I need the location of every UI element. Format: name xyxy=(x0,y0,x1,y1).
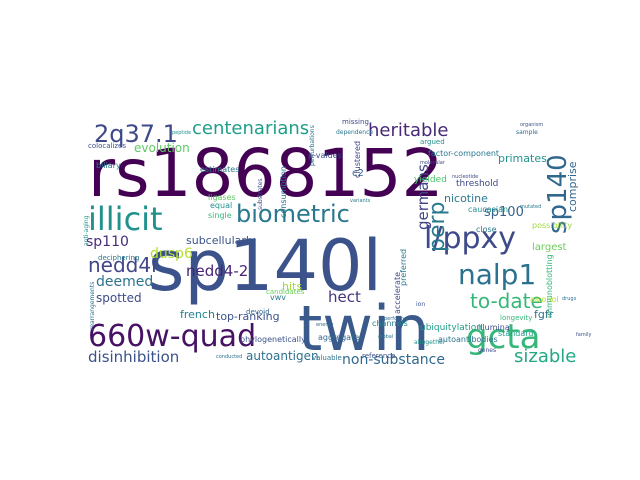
cloud-word: nalp1 xyxy=(458,258,536,291)
cloud-word: top-ranking xyxy=(216,310,280,323)
cloud-word: biliary xyxy=(96,161,121,170)
cloud-word: twin xyxy=(298,292,430,365)
cloud-word: sample xyxy=(516,129,538,136)
cloud-word: biometric xyxy=(236,200,350,228)
cloud-word: missing xyxy=(342,118,369,126)
cloud-word: estimates xyxy=(200,165,239,174)
cloud-word: close xyxy=(476,225,497,234)
cloud-word: disinhibition xyxy=(88,348,179,366)
cloud-word: french xyxy=(180,308,215,321)
cloud-word: reference xyxy=(362,352,395,360)
cloud-word: factor-component xyxy=(428,149,499,158)
cloud-word: genes xyxy=(478,347,496,354)
cloud-word: autoantigen xyxy=(246,349,319,363)
cloud-word: deciphering xyxy=(98,254,139,262)
cloud-word: energy xyxy=(316,322,333,328)
cloud-word: vwv xyxy=(270,293,286,302)
cloud-word: ion xyxy=(416,301,425,308)
cloud-word: immunoblotting xyxy=(545,254,554,318)
cloud-word: dependence xyxy=(336,129,373,136)
cloud-word: sp110 xyxy=(86,234,129,250)
cloud-word: dusp6 xyxy=(150,246,193,262)
cloud-word: devoid xyxy=(246,308,270,316)
cloud-word: threshold xyxy=(456,179,498,189)
cloud-word: organism xyxy=(520,122,543,128)
cloud-word: nedd4-2 xyxy=(186,262,248,280)
cloud-word: standard xyxy=(498,329,533,338)
cloud-word: preferred xyxy=(399,249,408,286)
cloud-word: subcellularly xyxy=(186,234,256,247)
cloud-word: nucleotide xyxy=(452,174,478,180)
cloud-word: nedd4l xyxy=(88,253,157,277)
cloud-word: nicotine xyxy=(444,192,488,205)
cloud-word: substrates xyxy=(257,178,264,210)
cloud-word: global xyxy=(378,334,393,340)
cloud-word: largest xyxy=(532,242,567,253)
cloud-word: performed xyxy=(384,316,410,322)
cloud-word: valuable xyxy=(312,354,342,362)
cloud-word: anti-aging xyxy=(83,215,90,246)
cloud-word: 660w-quad xyxy=(88,319,256,354)
cloud-word: colocalizes xyxy=(88,142,126,150)
cloud-word: c2 xyxy=(352,168,364,179)
cloud-word: aggregate xyxy=(318,333,359,342)
cloud-word: drugs xyxy=(562,296,577,302)
cloud-word: argued xyxy=(420,138,445,146)
cloud-word: perp xyxy=(425,201,450,252)
cloud-word: molecular xyxy=(420,160,446,166)
cloud-word: rearrangements xyxy=(89,282,96,330)
cloud-word: fgfr xyxy=(534,308,554,321)
cloud-word: longevity xyxy=(500,314,532,322)
cloud-word: single xyxy=(208,211,232,220)
cloud-word: comprise xyxy=(566,161,579,212)
cloud-word: family xyxy=(576,332,591,338)
cloud-word: altogether xyxy=(414,339,446,346)
cloud-word: ubiquitylation xyxy=(420,323,482,333)
cloud-word: primates xyxy=(498,152,547,165)
cloud-word: hect xyxy=(328,288,361,306)
cloud-word: consumption xyxy=(279,166,288,218)
cloud-word: evolution xyxy=(134,141,190,155)
cloud-word: to-date xyxy=(470,289,543,313)
cloud-word: candidates xyxy=(266,288,305,296)
cloud-word: heritable xyxy=(368,120,448,141)
cloud-word: centenarians xyxy=(192,118,309,139)
cloud-word: l/ppxy xyxy=(424,221,516,256)
cloud-word: illumina xyxy=(478,323,510,332)
cloud-word: ligases xyxy=(208,193,236,202)
cloud-word: deemed xyxy=(96,274,153,290)
cloud-word: caucasian xyxy=(468,205,508,214)
cloud-word: accelerate xyxy=(393,272,402,314)
cloud-word: sp100 xyxy=(484,205,524,220)
cloud-word: rs1868152 xyxy=(88,135,443,212)
cloud-word: spotted xyxy=(96,291,142,305)
cloud-word: equal xyxy=(210,201,232,210)
cloud-word: peptide xyxy=(172,130,191,136)
cloud-word: variants xyxy=(350,198,371,204)
cloud-word: alcohol xyxy=(530,295,559,304)
cloud-word: sp140l xyxy=(148,225,382,307)
cloud-word: sizable xyxy=(514,346,576,367)
cloud-word: clustered xyxy=(353,141,362,178)
cloud-word: possibility xyxy=(532,221,572,230)
cloud-word: gcta xyxy=(466,317,540,357)
cloud-word: channels xyxy=(372,319,408,328)
cloud-word: hits xyxy=(282,280,302,293)
cloud-word: non-substance xyxy=(342,352,445,368)
cloud-word: 2q37.1 xyxy=(94,120,178,148)
cloud-word: mutated xyxy=(520,204,541,210)
cloud-word: yielded xyxy=(414,175,447,185)
cloud-word: conducted xyxy=(216,354,242,360)
cloud-word: illicit xyxy=(88,200,163,238)
cloud-word: perturbations xyxy=(309,125,316,166)
cloud-word: p-values xyxy=(308,151,342,160)
cloud-word: sp140 xyxy=(543,154,573,234)
cloud-word: autoantibodies xyxy=(438,335,498,344)
cloud-word: phylogenetically xyxy=(240,335,306,344)
cloud-word: germans xyxy=(414,164,432,230)
